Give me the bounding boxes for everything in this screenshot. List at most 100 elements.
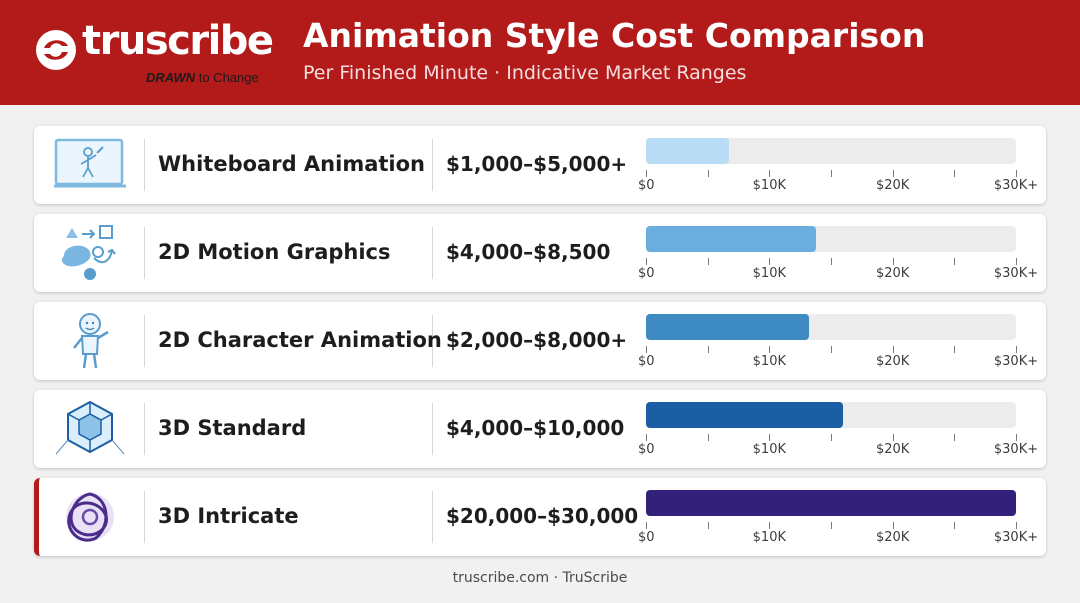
- bar-track: [646, 314, 1016, 340]
- tick-label: $0: [638, 530, 655, 545]
- bar-track: [646, 490, 1016, 516]
- x-axis: $0 $10K $20K $30K+: [638, 170, 1038, 200]
- logo-mark-icon: [36, 30, 76, 70]
- chart-row: 2D Motion Graphics $4,000–$8,500 $0 $10K $20…: [34, 214, 1046, 292]
- wireframe-cube-icon: [50, 398, 130, 460]
- row-divider: [144, 139, 145, 191]
- truscribe-logo[interactable]: truscribe DRAWN to Change: [34, 18, 274, 94]
- logo-wordmark: truscribe: [82, 18, 274, 64]
- row-divider: [144, 491, 145, 543]
- tick-label: $10K: [752, 354, 786, 369]
- tick-label: $10K: [752, 178, 786, 193]
- axis-tick: [646, 522, 647, 529]
- tick-label: $10K: [752, 266, 786, 281]
- axis-tick: [954, 170, 956, 177]
- tick-label: $30K+: [993, 530, 1039, 545]
- axis-tick: [1016, 434, 1017, 441]
- x-axis: $0 $10K $20K $30K+: [638, 522, 1038, 552]
- header-banner: truscribe DRAWN to Change Animation Styl…: [0, 0, 1080, 105]
- tick-label: $20K: [875, 530, 910, 545]
- axis-tick: [1016, 522, 1017, 529]
- logo-tagline: DRAWN to Change: [146, 70, 259, 85]
- character-icon: [50, 310, 130, 372]
- axis-tick: [831, 170, 832, 177]
- category-label: 3D Intricate: [158, 504, 299, 528]
- axis-tick: [954, 522, 956, 529]
- cost-range-label: $4,000–$8,500: [446, 240, 611, 264]
- tick-label: $0: [638, 266, 655, 281]
- axis-tick: [892, 346, 894, 353]
- axis-tick: [954, 346, 956, 353]
- cost-range-label: $20,000–$30,000: [446, 504, 639, 528]
- axis-tick: [769, 346, 771, 353]
- cost-bar: [646, 314, 809, 340]
- footer-credit: truscribe.com · TruScribe: [452, 570, 628, 586]
- tick-label: $30K+: [993, 178, 1039, 193]
- axis-tick: [892, 258, 894, 265]
- row-divider: [144, 315, 145, 367]
- bar-track: [646, 226, 1016, 252]
- axis-tick: [954, 434, 956, 441]
- axis-tick: [769, 258, 771, 265]
- axis-tick: [707, 346, 709, 353]
- axis-tick: [646, 434, 647, 441]
- chart-row: 3D Standard $4,000–$10,000 $0 $10K $20K $30K+: [34, 390, 1046, 468]
- tick-label: $0: [638, 178, 655, 193]
- axis-tick: [769, 170, 771, 177]
- intricate-knot-icon: [50, 486, 130, 548]
- tick-label: $30K+: [993, 354, 1039, 369]
- tick-label: $10K: [752, 530, 786, 545]
- axis-tick: [831, 258, 832, 265]
- cost-range-label: $2,000–$8,000+: [446, 328, 628, 352]
- tick-label: $20K: [875, 178, 910, 193]
- axis-tick: [646, 258, 647, 265]
- row-divider: [432, 139, 433, 191]
- row-divider: [144, 227, 145, 279]
- x-axis: $0 $10K $20K $30K+: [638, 434, 1038, 464]
- page-title: Animation Style Cost Comparison: [303, 16, 926, 55]
- axis-tick: [831, 434, 832, 441]
- axis-tick: [831, 346, 832, 353]
- row-divider: [432, 491, 433, 543]
- x-axis: $0 $10K $20K $30K+: [638, 258, 1038, 288]
- bar-track: [646, 138, 1016, 164]
- axis-tick: [707, 434, 709, 441]
- axis-tick: [769, 522, 771, 529]
- tick-label: $20K: [875, 354, 910, 369]
- axis-tick: [769, 434, 771, 441]
- tick-label: $0: [638, 354, 655, 369]
- tick-label: $20K: [875, 266, 910, 281]
- tick-label: $30K+: [993, 266, 1039, 281]
- axis-tick: [1016, 170, 1017, 177]
- x-axis: $0 $10K $20K $30K+: [638, 346, 1038, 376]
- tick-label: $0: [638, 442, 655, 457]
- axis-tick: [707, 522, 709, 529]
- bar-track: [646, 402, 1016, 428]
- row-divider: [432, 315, 433, 367]
- cost-range-label: $4,000–$10,000: [446, 416, 625, 440]
- category-label: 2D Motion Graphics: [158, 240, 391, 264]
- row-divider: [144, 403, 145, 455]
- axis-tick: [646, 170, 647, 177]
- axis-tick: [707, 170, 709, 177]
- axis-tick: [1016, 258, 1017, 265]
- axis-tick: [1016, 346, 1017, 353]
- chart-row: 3D Intricate $20,000–$30,000 $0 $10K $20K $30…: [34, 478, 1046, 556]
- cost-range-label: $1,000–$5,000+: [446, 152, 628, 176]
- axis-tick: [646, 346, 647, 353]
- cost-bar: [646, 138, 729, 164]
- row-divider: [432, 227, 433, 279]
- cost-bar: [646, 490, 1016, 516]
- category-label: 3D Standard: [158, 416, 307, 440]
- axis-tick: [892, 434, 894, 441]
- row-divider: [432, 403, 433, 455]
- axis-tick: [954, 258, 956, 265]
- axis-tick: [892, 522, 894, 529]
- chart-row: Whiteboard Animation $1,000–$5,000+ $0 $10K…: [34, 126, 1046, 204]
- chart-row: 2D Character Animation $2,000–$8,000+ $0 $1…: [34, 302, 1046, 380]
- motion-shapes-icon: [50, 222, 130, 284]
- axis-tick: [831, 522, 832, 529]
- page-subtitle: Per Finished Minute · Indicative Market …: [303, 62, 747, 84]
- tick-label: $10K: [752, 442, 786, 457]
- category-label: Whiteboard Animation: [158, 152, 425, 176]
